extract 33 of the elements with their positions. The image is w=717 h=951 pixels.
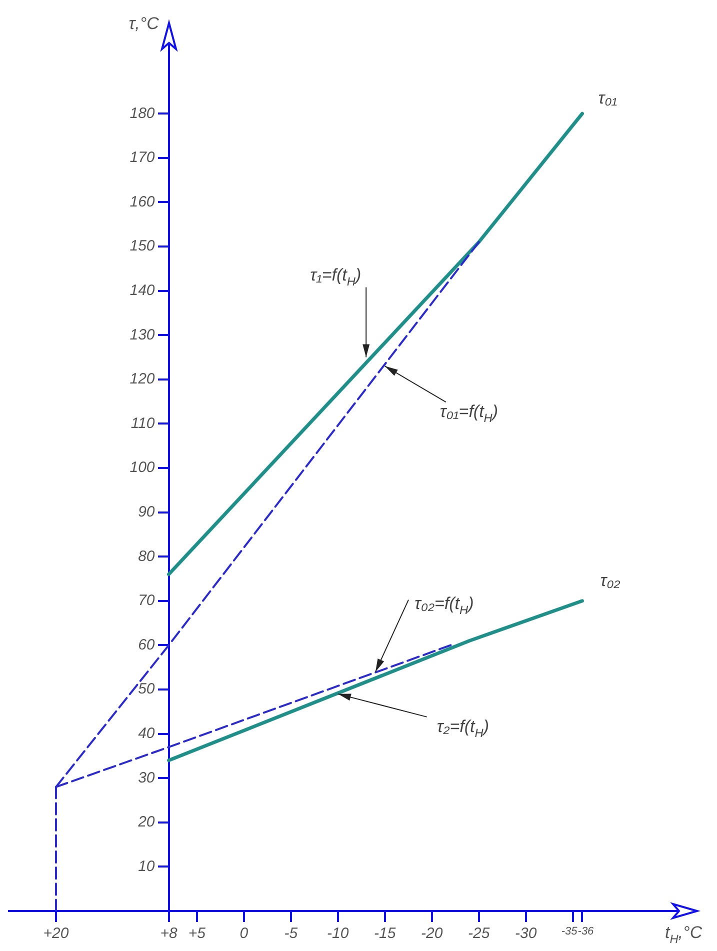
y-tick-label: 180 <box>130 104 156 122</box>
x-tick-label: -20 <box>421 925 444 942</box>
y-tick-label: 90 <box>138 503 156 520</box>
y-tick-label: 10 <box>138 858 156 875</box>
y-tick-label: 100 <box>130 459 156 476</box>
y-tick-label: 120 <box>130 370 156 388</box>
x-tick-label: -36 <box>578 926 595 938</box>
y-tick-label: 170 <box>130 149 156 166</box>
y-tick-label: 50 <box>138 680 156 698</box>
x-tick-label: -35 <box>561 926 578 938</box>
annotation: τ₀₂ <box>600 570 621 590</box>
y-tick-label: 60 <box>138 636 156 654</box>
x-tick-label: -5 <box>284 925 298 942</box>
x-tick-label: +5 <box>188 925 206 942</box>
y-tick-label: 70 <box>138 592 156 610</box>
y-tick-label: 40 <box>138 724 156 742</box>
x-tick-label: +8 <box>160 925 178 942</box>
y-tick-label: 140 <box>130 282 156 299</box>
x-tick-label: 0 <box>240 925 249 942</box>
x-tick-label: -30 <box>515 925 538 942</box>
x-tick-label: -15 <box>374 925 396 942</box>
x-tick-label: -10 <box>327 925 350 942</box>
y-tick-label: 130 <box>130 326 156 344</box>
y-tick-label: 110 <box>130 414 156 432</box>
annotation: τ₀₁ <box>598 88 618 108</box>
x-tick-label: -25 <box>468 925 490 942</box>
y-axis-title: τ,°C <box>128 14 160 33</box>
y-tick-label: 20 <box>137 814 156 831</box>
y-tick-label: 80 <box>138 548 156 565</box>
y-tick-label: 150 <box>130 238 156 255</box>
y-tick-label: 30 <box>138 769 156 786</box>
x-tick-label: +20 <box>43 925 70 942</box>
y-tick-label: 160 <box>130 193 156 210</box>
